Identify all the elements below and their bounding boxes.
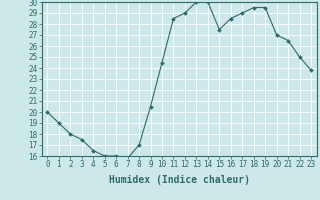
X-axis label: Humidex (Indice chaleur): Humidex (Indice chaleur): [109, 175, 250, 185]
